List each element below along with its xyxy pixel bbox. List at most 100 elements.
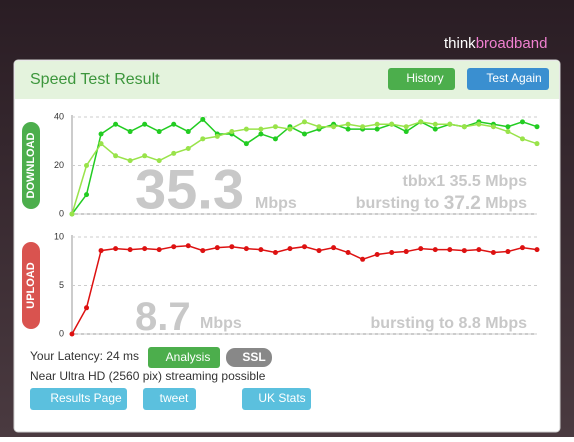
data-point: [113, 246, 119, 252]
data-point: [185, 243, 191, 249]
results-button[interactable]: [30, 388, 127, 410]
latency: Your Latency: 24 ms: [30, 349, 139, 363]
data-point: [447, 121, 453, 127]
axis-label-pill: [22, 122, 40, 209]
data-point: [142, 153, 148, 159]
test-again-label: Test Again: [486, 71, 541, 85]
burst-unit: Mbps: [485, 315, 527, 332]
data-point: [127, 247, 133, 253]
burst-prefix: bursting to: [356, 195, 440, 212]
tweet-label: tweet: [160, 391, 189, 405]
data-point: [519, 119, 525, 125]
data-point: [98, 141, 104, 147]
history-button[interactable]: [388, 68, 455, 90]
server: tbbx1 35.5 Mbps: [403, 173, 528, 190]
data-point: [258, 247, 264, 253]
data-point: [505, 129, 511, 135]
data-point: [505, 249, 511, 255]
data-point: [98, 131, 104, 137]
speed-unit: Mbps: [255, 195, 297, 212]
data-point: [403, 124, 409, 130]
data-point: [331, 124, 337, 130]
data-point: [98, 248, 104, 254]
data-point: [302, 119, 307, 125]
data-point: [534, 247, 540, 253]
data-point: [345, 121, 351, 127]
data-point: [534, 141, 540, 147]
ssl-label: SSL: [242, 350, 265, 364]
data-point: [287, 126, 293, 132]
logo: thinkbroadband: [444, 35, 547, 52]
data-point: [272, 136, 278, 142]
data-point: [243, 141, 249, 147]
data-point: [505, 124, 511, 130]
data-point: [84, 163, 90, 168]
data-point: [432, 121, 438, 127]
results-label: Results Page: [50, 391, 122, 405]
data-point: [127, 158, 133, 164]
data-point: [418, 119, 424, 125]
test-again-button[interactable]: [467, 68, 549, 90]
data-point: [142, 246, 148, 252]
axis-label: DOWNLOAD: [25, 132, 37, 198]
speed-value: 8.7: [135, 295, 191, 339]
data-point: [214, 245, 220, 251]
uk-stats-button[interactable]: [242, 388, 311, 410]
data-point: [316, 124, 322, 130]
burst-prefix: bursting to: [371, 315, 455, 332]
data-point: [229, 244, 235, 250]
y-tick-label: 40: [54, 111, 64, 121]
data-point: [243, 126, 249, 132]
burst: bursting to 8.8 Mbps: [371, 315, 528, 332]
data-point: [374, 126, 380, 132]
data-point: [389, 250, 395, 256]
data-point: [200, 248, 206, 254]
data-point: [534, 124, 540, 130]
title: Speed Test Result: [30, 71, 160, 88]
data-point: [374, 121, 380, 127]
data-point: [461, 124, 467, 130]
data-point: [403, 129, 409, 135]
data-point: [519, 136, 525, 142]
y-tick-label: 10: [54, 231, 64, 241]
data-point: [171, 150, 177, 156]
y-tick-label: 0: [59, 328, 64, 338]
data-point: [345, 126, 351, 132]
data-point: [84, 192, 90, 198]
data-point: [302, 244, 307, 250]
data-point: [432, 126, 438, 132]
speed-value: 35.3: [135, 158, 244, 221]
burst-value: 37.2: [444, 193, 481, 214]
uk-stats-label: UK Stats: [258, 391, 305, 405]
data-point: [418, 246, 424, 252]
burst: bursting to 37.2 Mbps: [356, 193, 527, 214]
burst-unit: Mbps: [485, 195, 527, 212]
data-point: [345, 250, 351, 256]
data-point: [476, 247, 482, 253]
data-point: [258, 131, 264, 137]
data-point: [156, 158, 162, 164]
data-point: [360, 124, 366, 130]
data-point: [142, 121, 148, 127]
y-tick-label: 0: [59, 208, 64, 218]
data-point: [200, 136, 206, 142]
analysis-badge[interactable]: [148, 347, 220, 368]
data-point: [461, 248, 467, 254]
charts: 0 20 40 DOWNLOAD 35.3 Mbps tbbx1 35.5 Mbps burs…: [22, 111, 540, 339]
logo-think: think: [444, 35, 476, 52]
burst-value: 8.8: [459, 315, 481, 332]
streaming: Near Ultra HD (2560 pix) streaming possi…: [30, 369, 266, 383]
data-point: [229, 129, 235, 135]
panel: [13, 59, 561, 433]
logo-broadband: broadband: [476, 35, 548, 52]
data-point: [272, 124, 278, 130]
tweet-button[interactable]: [143, 388, 196, 410]
data-point: [490, 250, 496, 256]
data-point: [243, 246, 249, 252]
axis-label-pill: [22, 242, 40, 329]
data-point: [403, 249, 409, 255]
data-point: [185, 129, 191, 135]
speed-unit: Mbps: [200, 315, 242, 332]
data-point: [519, 245, 525, 251]
